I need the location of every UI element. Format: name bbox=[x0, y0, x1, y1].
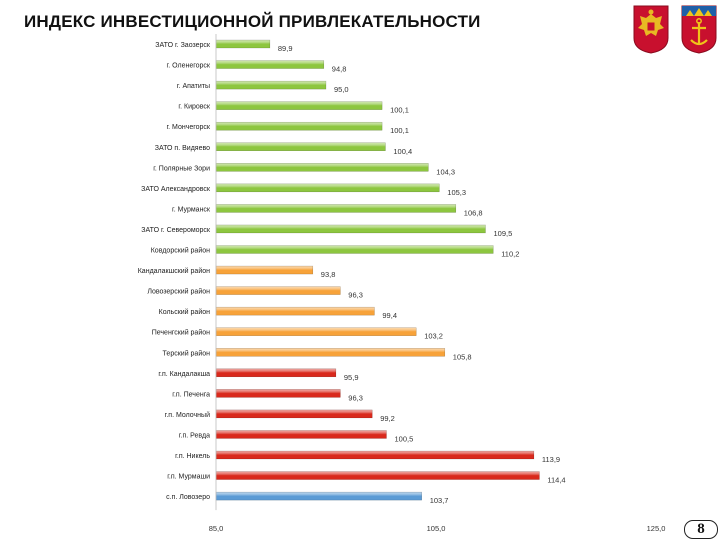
category-label: г.п. Ревда bbox=[179, 432, 210, 439]
bar-highlight bbox=[215, 183, 440, 193]
value-label: 110,2 bbox=[501, 250, 519, 259]
bar-highlight bbox=[215, 409, 373, 419]
value-label: 100,1 bbox=[390, 106, 409, 115]
bar-highlight bbox=[215, 142, 386, 151]
value-label: 95,9 bbox=[344, 373, 359, 382]
category-label: с.п. Ловозеро bbox=[166, 494, 210, 501]
russia-coat-of-arms-icon bbox=[633, 5, 669, 54]
category-label: Печенгский район bbox=[152, 329, 210, 337]
bar-highlight bbox=[215, 163, 429, 172]
category-label: г. Апатиты bbox=[177, 83, 210, 90]
value-label: 94,8 bbox=[332, 65, 347, 74]
category-label: ЗАТО г. Североморск bbox=[141, 227, 211, 234]
value-label: 100,1 bbox=[390, 126, 409, 135]
value-label: 114,4 bbox=[547, 476, 565, 485]
category-label: г.п. Молочный bbox=[165, 411, 210, 419]
bar-highlight bbox=[215, 491, 422, 501]
category-label: г. Полярные Зори bbox=[153, 165, 210, 172]
x-tick-label: 85,0 bbox=[209, 524, 224, 533]
value-label: 103,2 bbox=[424, 332, 443, 341]
value-label: 113,9 bbox=[542, 455, 560, 464]
bar-highlight bbox=[215, 471, 540, 480]
category-label: г.п. Печенга bbox=[172, 391, 210, 398]
bar-highlight bbox=[215, 80, 327, 90]
bar-highlight bbox=[215, 306, 375, 316]
category-label: Терский район bbox=[163, 349, 211, 357]
bar-highlight bbox=[215, 286, 341, 295]
bar-highlight bbox=[215, 265, 314, 275]
value-label: 100,5 bbox=[395, 434, 414, 443]
category-label: г.п. Кандалакша bbox=[158, 371, 210, 378]
category-label: г. Мончегорск bbox=[166, 124, 210, 131]
bar-highlight bbox=[215, 430, 387, 439]
value-label: 103,7 bbox=[430, 496, 449, 505]
category-label: г.п. Никель bbox=[175, 453, 210, 460]
category-label: г.п. Мурмаши bbox=[167, 474, 210, 481]
x-tick-label: 105,0 bbox=[427, 524, 446, 533]
category-label: Кольский район bbox=[159, 308, 210, 316]
value-label: 96,3 bbox=[348, 291, 363, 300]
value-label: 105,3 bbox=[447, 188, 466, 197]
murmansk-oblast-coat-of-arms-icon bbox=[681, 5, 717, 54]
bar-highlight bbox=[215, 327, 417, 336]
value-label: 100,4 bbox=[393, 147, 412, 156]
page-title: ИНДЕКС ИНВЕСТИЦИОННОЙ ПРИВЛЕКАТЕЛЬНОСТИ bbox=[24, 12, 481, 31]
value-label: 99,2 bbox=[380, 414, 395, 423]
value-label: 95,0 bbox=[334, 85, 349, 94]
category-label: ЗАТО г. Заозерск bbox=[155, 42, 211, 49]
category-label: Кандалакшский район bbox=[138, 267, 210, 275]
bar-highlight bbox=[215, 224, 486, 234]
x-tick-label: 125,0 bbox=[647, 524, 666, 533]
category-label: ЗАТО Александровск bbox=[141, 186, 211, 193]
bar-highlight bbox=[215, 60, 325, 69]
value-label: 104,3 bbox=[436, 167, 455, 176]
bar-highlight bbox=[215, 121, 383, 131]
category-label: г. Оленегорск bbox=[167, 63, 211, 70]
bar-highlight bbox=[215, 39, 271, 49]
category-label: г. Кировск bbox=[178, 104, 211, 111]
bar-highlight bbox=[215, 348, 446, 357]
page-number-badge: 8 bbox=[684, 520, 718, 539]
bar-highlight bbox=[215, 245, 494, 254]
category-label: г. Мурманск bbox=[172, 206, 211, 213]
value-label: 109,5 bbox=[494, 229, 513, 238]
value-label: 89,9 bbox=[278, 44, 293, 53]
bar-highlight bbox=[215, 368, 337, 378]
bar-highlight bbox=[215, 101, 383, 110]
category-label: Ковдорский район bbox=[151, 247, 210, 255]
category-label: ЗАТО п. Видяево bbox=[155, 145, 210, 152]
bar-highlight bbox=[215, 204, 457, 213]
value-label: 105,8 bbox=[453, 352, 472, 361]
value-label: 99,4 bbox=[382, 311, 397, 320]
value-label: 93,8 bbox=[321, 270, 336, 279]
value-label: 96,3 bbox=[348, 393, 363, 402]
bar-highlight bbox=[215, 450, 535, 460]
value-label: 106,8 bbox=[464, 208, 483, 217]
bar-highlight bbox=[215, 389, 341, 398]
category-label: Ловозерский район bbox=[147, 288, 210, 296]
